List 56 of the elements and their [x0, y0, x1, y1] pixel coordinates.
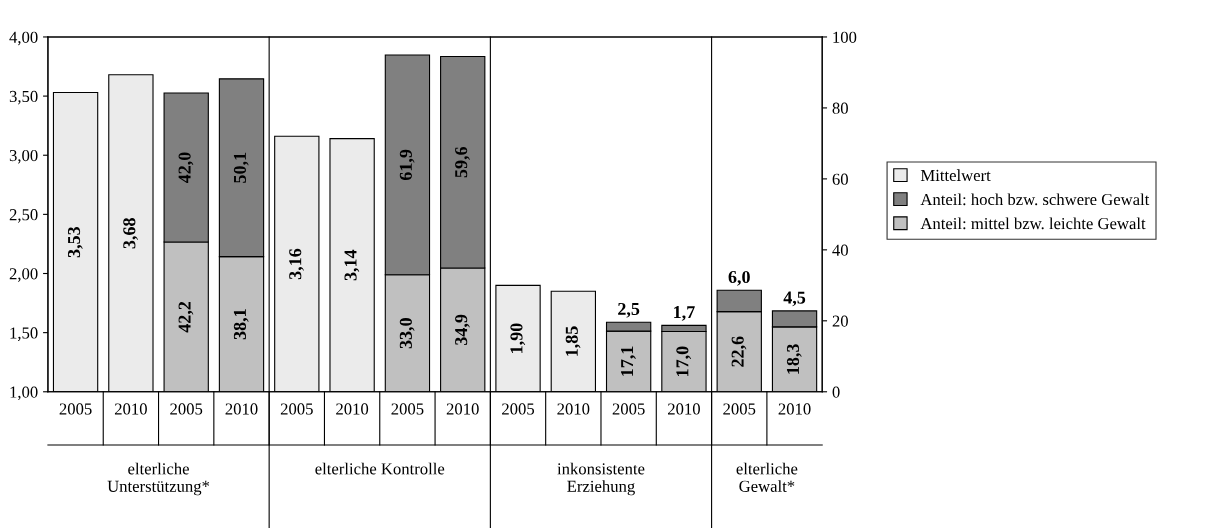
x-tick-label: 2005 [612, 403, 645, 415]
x-tick-label: 2005 [280, 403, 313, 415]
x-tick-label: 2005 [170, 403, 203, 415]
y-tick-label: 3,00 [9, 149, 38, 164]
data-label: 50,1 [233, 152, 249, 183]
y2-tick-label: 100 [833, 31, 857, 43]
x-tick-label: 2005 [391, 403, 424, 415]
text: elterliche Kontrolle [315, 462, 445, 475]
data-label: 61,9 [399, 149, 415, 181]
data-label: 3,14 [344, 249, 360, 281]
x-tick-label: 2010 [114, 403, 147, 415]
y-tick-label: 1,50 [10, 327, 38, 341]
y-tick-label: 4,00 [9, 31, 38, 46]
x-tick-label: 2005 [502, 403, 535, 415]
data-label: 2,5 [618, 302, 640, 318]
y2-tick-label: 60 [832, 173, 848, 185]
y-tick-label: 3,50 [9, 90, 38, 105]
legend-label: Anteil: mittel bzw. leichte Gewalt [920, 217, 1146, 230]
x-tick-label: 2010 [778, 403, 811, 415]
legend-label: Mittelwert [920, 169, 991, 182]
text: elterliche Unterstützung* [107, 462, 210, 496]
y2-tick-label: 20 [832, 315, 848, 327]
y-tick-label: 2,00 [9, 268, 38, 282]
y-tick-label: 1,00 [10, 386, 38, 401]
x-tick-label: 2010 [668, 403, 700, 415]
text: inkonsistente Erziehung [557, 462, 645, 496]
legend-label: Anteil: hoch bzw. schwere Gewalt [920, 193, 1150, 206]
x-tick-label: 2010 [446, 403, 479, 415]
data-label: 22,6 [731, 336, 747, 367]
data-label: 38,1 [233, 309, 249, 340]
x-tick-label: 2005 [723, 403, 756, 415]
data-label: 59,6 [455, 146, 470, 178]
data-label: 3,16 [289, 248, 304, 280]
data-label: 42,2 [178, 301, 194, 333]
text: elterliche Gewalt* [736, 462, 798, 492]
data-label: 18,3 [786, 344, 802, 374]
data-label: 34,9 [455, 314, 470, 345]
y2-tick-label: 0 [832, 386, 840, 398]
data-label: 1,90 [510, 323, 526, 353]
y2-tick-label: 40 [832, 244, 848, 256]
x-tick-label: 2010 [336, 403, 369, 415]
x-tick-label: 2010 [225, 403, 258, 415]
data-label: 17,0 [676, 346, 692, 376]
data-label: 33,0 [399, 318, 415, 349]
y2-tick-label: 80 [832, 102, 848, 114]
x-tick-label: 2010 [557, 403, 590, 415]
data-label: 3,53 [67, 226, 83, 258]
data-label: 17,1 [621, 346, 636, 376]
data-label: 1,7 [674, 306, 695, 321]
data-label: 1,85 [565, 326, 581, 356]
x-tick-label: 2005 [59, 403, 92, 415]
y-tick-label: 2,50 [9, 209, 38, 223]
data-label: 42,0 [178, 152, 194, 184]
data-label: 6,0 [728, 270, 750, 286]
data-label: 3,68 [123, 218, 139, 249]
data-label: 4,5 [783, 291, 806, 307]
